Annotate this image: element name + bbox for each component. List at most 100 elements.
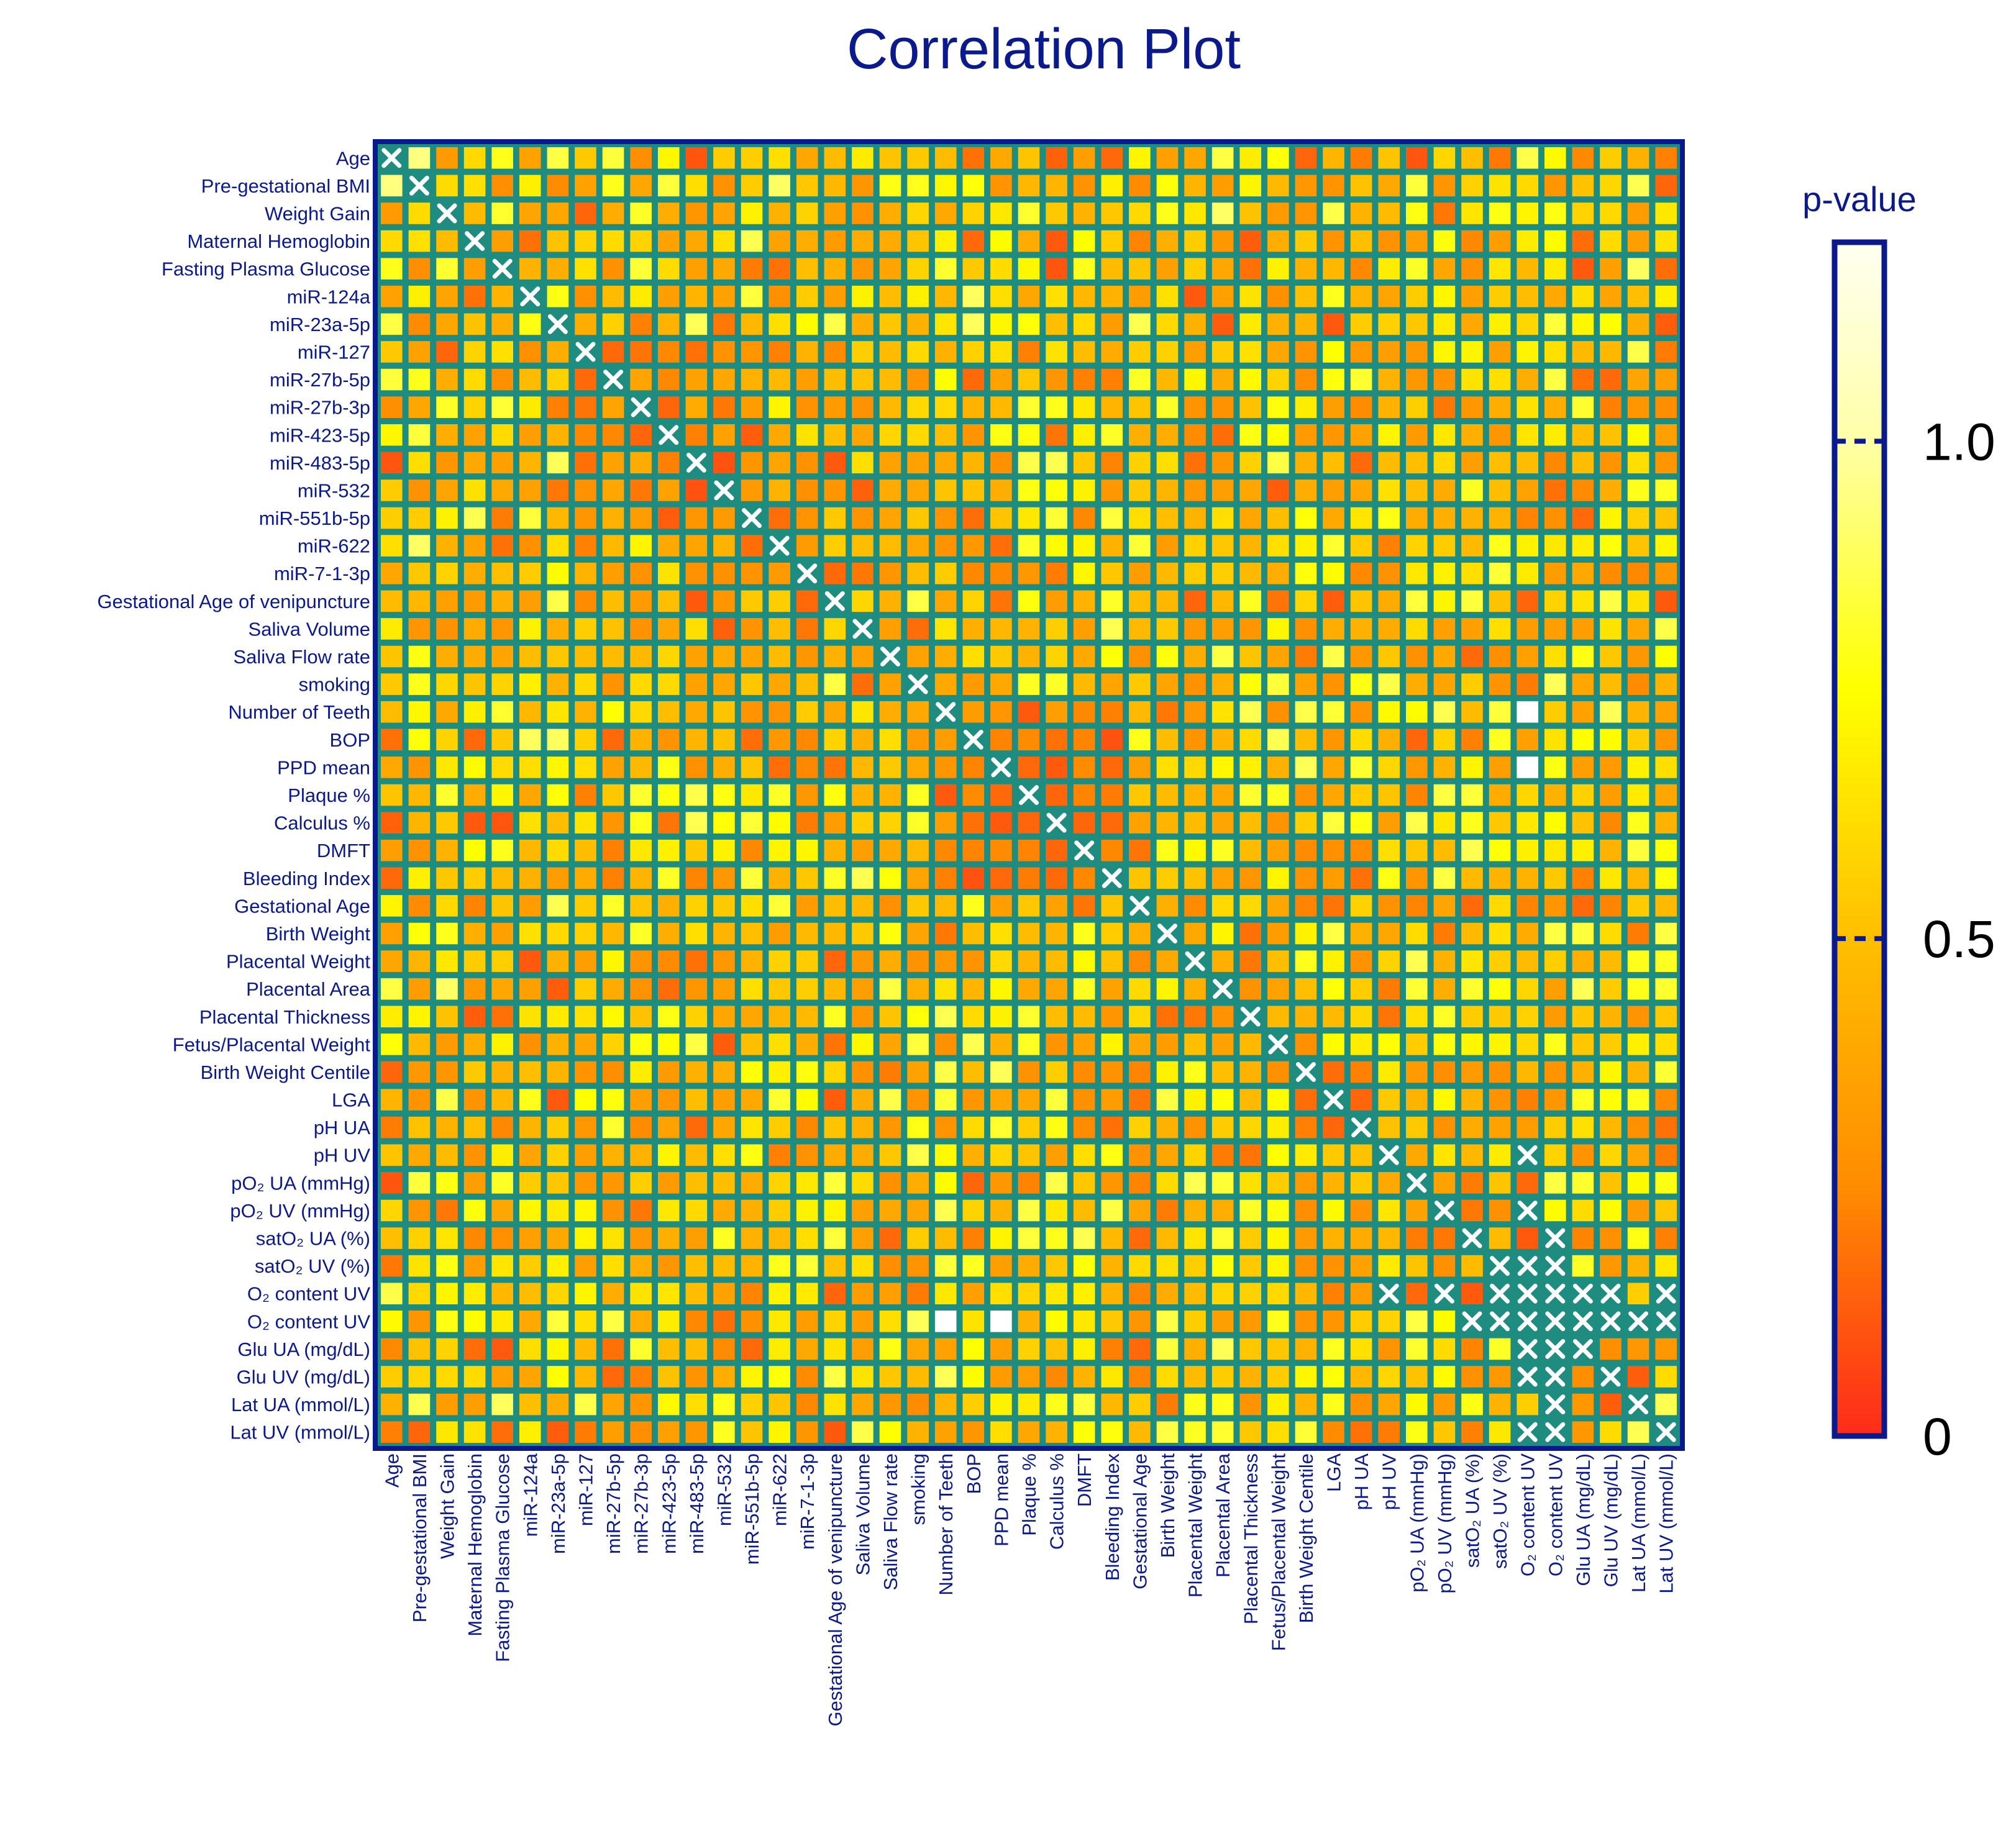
heatmap-cell (436, 978, 458, 1000)
diagonal-cross-mark (465, 231, 485, 252)
heatmap-cell (1600, 701, 1621, 723)
heatmap-cell (934, 729, 957, 751)
heatmap-cell (1378, 978, 1400, 1000)
heatmap-cell (547, 1311, 569, 1332)
heatmap-cell (990, 1366, 1012, 1388)
heatmap-cell (852, 368, 873, 391)
heatmap-cell (547, 618, 569, 640)
heatmap-cell (630, 922, 652, 945)
heatmap-cell (1046, 978, 1067, 1000)
heatmap-cell (408, 590, 431, 612)
heatmap-cell (685, 645, 708, 668)
heatmap-cell (519, 1393, 541, 1416)
heatmap-cell (713, 341, 735, 363)
heatmap-cell (769, 784, 790, 806)
heatmap-cell (1378, 867, 1400, 889)
heatmap-cell (962, 1172, 985, 1194)
heatmap-cell (1295, 950, 1317, 972)
heatmap-cell (769, 1172, 790, 1194)
heatmap-cell (1489, 258, 1511, 279)
heatmap-cell (1655, 1116, 1677, 1138)
heatmap-cell (990, 839, 1012, 861)
heatmap-cell (713, 1172, 735, 1194)
heatmap-cell (547, 1172, 569, 1194)
heatmap-cell (1378, 285, 1400, 307)
heatmap-cell (1156, 590, 1179, 612)
row-label: Birth Weight (266, 923, 371, 945)
heatmap-cell (575, 396, 596, 418)
heatmap-cell (547, 175, 569, 197)
heatmap-cell (1295, 645, 1317, 668)
heatmap-cell (1101, 285, 1123, 307)
heatmap-cell (1101, 1311, 1123, 1332)
heatmap-cell (962, 1311, 985, 1332)
heatmap-cell (907, 507, 929, 529)
heatmap-cell (1544, 562, 1566, 584)
heatmap-cell (685, 618, 708, 640)
heatmap-cell (685, 673, 708, 695)
heatmap-cell (1433, 535, 1456, 557)
heatmap-cell (1211, 147, 1234, 169)
heatmap-cell (1323, 1338, 1344, 1360)
heatmap-cell (1046, 452, 1067, 474)
heatmap-cell (1046, 1255, 1067, 1277)
heatmap-cell (436, 1366, 458, 1388)
heatmap-cell (907, 645, 929, 668)
heatmap-cell (962, 950, 985, 972)
heatmap-cell (491, 285, 513, 307)
heatmap-cell (1433, 784, 1456, 806)
heatmap-cell (1129, 341, 1151, 363)
heatmap-cell (519, 1034, 541, 1055)
heatmap-cell (1461, 424, 1483, 446)
heatmap-cell (824, 396, 846, 418)
heatmap-cell (1295, 812, 1317, 834)
heatmap-cell (519, 1116, 541, 1138)
heatmap-cell (1129, 452, 1151, 474)
heatmap-cell (1406, 1116, 1428, 1138)
heatmap-cell (491, 839, 513, 861)
row-label: miR-483-5p (270, 452, 370, 474)
heatmap-cell (630, 313, 652, 335)
heatmap-cell (1156, 1116, 1179, 1138)
heatmap-cell (1101, 424, 1123, 446)
heatmap-cell (547, 1421, 569, 1443)
diagonal-cross-mark (1185, 951, 1205, 971)
heatmap-cell (1239, 285, 1262, 307)
heatmap-cell (602, 950, 624, 972)
heatmap-cell (934, 1034, 957, 1055)
heatmap-cell (1517, 757, 1539, 778)
heatmap-cell (657, 535, 680, 557)
heatmap-cell (1101, 368, 1123, 391)
heatmap-cell (824, 1089, 846, 1111)
heatmap-cell (1046, 922, 1067, 945)
column-label: Saliva Flow rate (880, 1453, 901, 1591)
heatmap-cell (879, 396, 901, 418)
heatmap-cell (436, 1255, 458, 1277)
heatmap-cell (934, 396, 957, 418)
heatmap-cell (1655, 285, 1677, 307)
diagonal-cross-mark (1295, 1061, 1316, 1082)
heatmap-cell (962, 1338, 985, 1360)
heatmap-cell (602, 1061, 624, 1083)
heatmap-cell (575, 258, 596, 279)
heatmap-cell (1433, 618, 1456, 640)
heatmap-cell (1101, 1421, 1123, 1443)
heatmap-cell (769, 1255, 790, 1277)
heatmap-cell (769, 1311, 790, 1332)
heatmap-cell (1323, 895, 1344, 917)
heatmap-cell (602, 535, 624, 557)
heatmap-cell (381, 895, 403, 917)
row-label: miR-27b-5p (270, 369, 370, 391)
heatmap-cell (1129, 1116, 1151, 1138)
heatmap-cell (1600, 590, 1621, 612)
heatmap-cell (1239, 1421, 1262, 1443)
heatmap-cell (657, 867, 680, 889)
heatmap-cell (1461, 1116, 1483, 1138)
heatmap-cell (1101, 701, 1123, 723)
heatmap-cell (1655, 701, 1677, 723)
heatmap-cell (657, 562, 680, 584)
heatmap-cell (1211, 729, 1234, 751)
heatmap-cell (1018, 1061, 1040, 1083)
heatmap-cell (1627, 1255, 1649, 1277)
heatmap-cell (463, 618, 486, 640)
